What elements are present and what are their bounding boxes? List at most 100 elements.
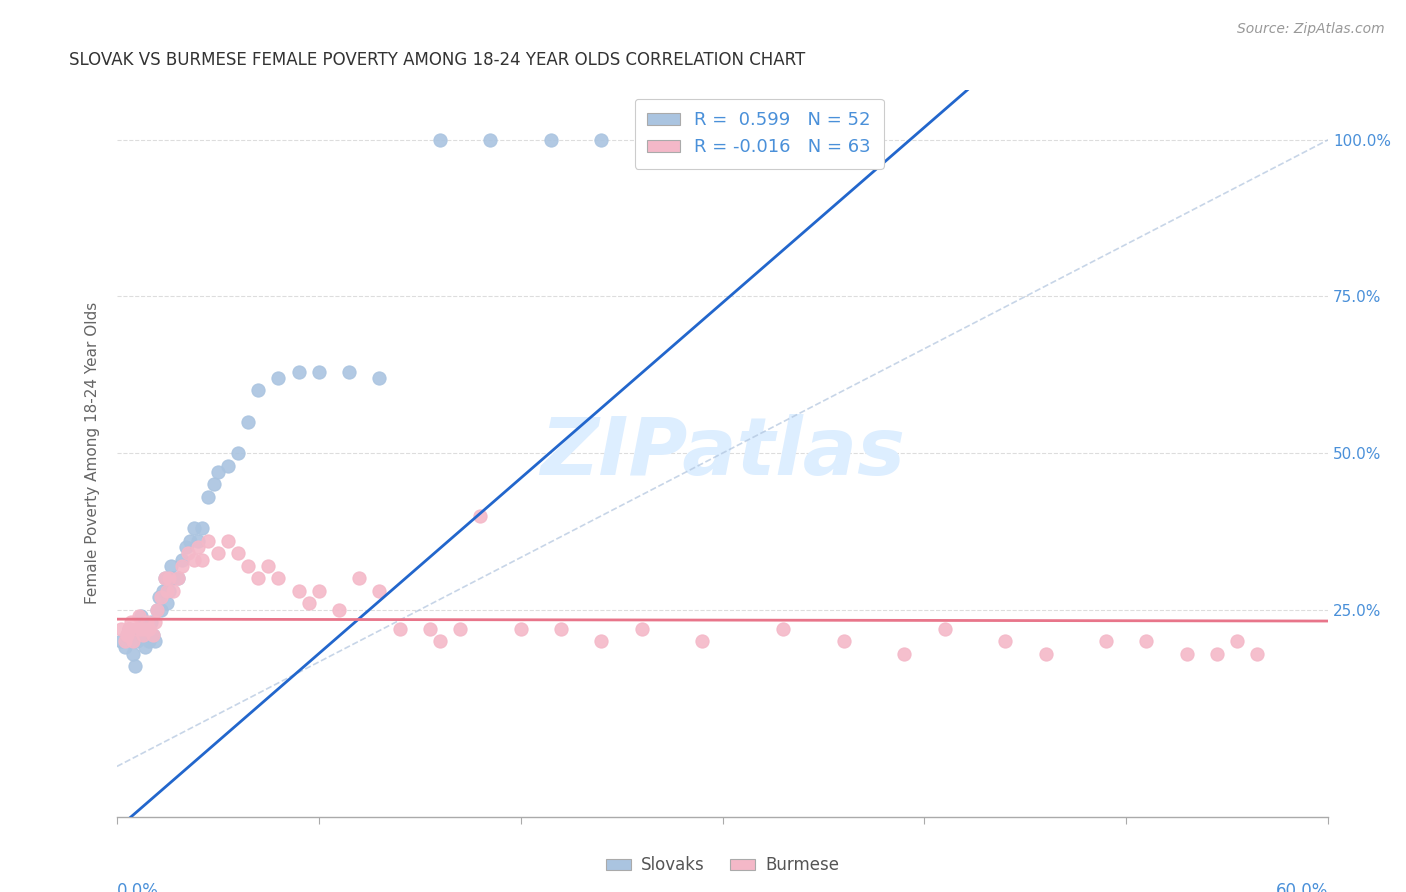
- Point: [226, 446, 249, 460]
- Point: [1175, 647, 1198, 661]
- Point: [540, 133, 562, 147]
- Text: 60.0%: 60.0%: [1275, 882, 1329, 892]
- Point: [197, 533, 219, 548]
- Point: [132, 628, 155, 642]
- Point: [159, 584, 181, 599]
- Point: [162, 571, 184, 585]
- Point: [127, 622, 149, 636]
- Point: [187, 540, 209, 554]
- Point: [470, 508, 492, 523]
- Point: [247, 571, 270, 585]
- Point: [183, 552, 205, 566]
- Point: [114, 634, 136, 648]
- Point: [120, 634, 142, 648]
- Point: [166, 571, 188, 585]
- Point: [143, 615, 166, 630]
- Point: [197, 490, 219, 504]
- Point: [128, 609, 150, 624]
- Point: [134, 640, 156, 655]
- Point: [591, 634, 613, 648]
- Point: [190, 521, 212, 535]
- Point: [217, 458, 239, 473]
- Point: [156, 597, 179, 611]
- Point: [287, 584, 309, 599]
- Point: [110, 622, 132, 636]
- Point: [141, 615, 163, 630]
- Point: [120, 615, 142, 630]
- Point: [238, 558, 260, 573]
- Point: [550, 622, 572, 636]
- Point: [1135, 634, 1157, 648]
- Point: [129, 622, 152, 636]
- Text: Source: ZipAtlas.com: Source: ZipAtlas.com: [1237, 22, 1385, 37]
- Y-axis label: Female Poverty Among 18-24 Year Olds: Female Poverty Among 18-24 Year Olds: [86, 302, 100, 604]
- Point: [238, 415, 260, 429]
- Point: [641, 133, 664, 147]
- Point: [429, 133, 451, 147]
- Point: [1035, 647, 1057, 661]
- Point: [143, 634, 166, 648]
- Point: [174, 540, 197, 554]
- Point: [170, 552, 193, 566]
- Point: [328, 603, 350, 617]
- Point: [156, 584, 179, 599]
- Point: [142, 628, 165, 642]
- Point: [934, 622, 956, 636]
- Point: [148, 591, 170, 605]
- Point: [429, 634, 451, 648]
- Point: [267, 371, 290, 385]
- Point: [337, 365, 360, 379]
- Point: [179, 533, 201, 548]
- Point: [187, 533, 209, 548]
- Point: [893, 647, 915, 661]
- Point: [207, 546, 229, 560]
- Point: [150, 591, 173, 605]
- Point: [190, 552, 212, 566]
- Point: [368, 371, 391, 385]
- Point: [150, 603, 173, 617]
- Point: [1246, 647, 1268, 661]
- Point: [115, 628, 138, 642]
- Point: [267, 571, 290, 585]
- Point: [207, 465, 229, 479]
- Point: [170, 558, 193, 573]
- Point: [591, 133, 613, 147]
- Point: [419, 622, 441, 636]
- Point: [128, 622, 150, 636]
- Point: [479, 133, 502, 147]
- Point: [347, 571, 370, 585]
- Point: [118, 622, 141, 636]
- Point: [127, 634, 149, 648]
- Point: [368, 584, 391, 599]
- Text: 0.0%: 0.0%: [117, 882, 159, 892]
- Point: [122, 634, 145, 648]
- Point: [110, 634, 132, 648]
- Point: [136, 622, 159, 636]
- Point: [247, 384, 270, 398]
- Point: [183, 521, 205, 535]
- Point: [772, 622, 794, 636]
- Point: [134, 622, 156, 636]
- Point: [155, 571, 177, 585]
- Point: [115, 628, 138, 642]
- Point: [146, 603, 169, 617]
- Point: [160, 558, 183, 573]
- Point: [308, 365, 330, 379]
- Point: [142, 628, 165, 642]
- Point: [136, 615, 159, 630]
- Point: [152, 584, 174, 599]
- Point: [994, 634, 1017, 648]
- Point: [1095, 634, 1118, 648]
- Point: [146, 603, 169, 617]
- Point: [509, 622, 531, 636]
- Point: [298, 597, 321, 611]
- Point: [217, 533, 239, 548]
- Point: [257, 558, 280, 573]
- Point: [832, 133, 855, 147]
- Point: [287, 365, 309, 379]
- Text: ZIPatlas: ZIPatlas: [540, 414, 905, 492]
- Point: [176, 546, 198, 560]
- Point: [132, 628, 155, 642]
- Text: SLOVAK VS BURMESE FEMALE POVERTY AMONG 18-24 YEAR OLDS CORRELATION CHART: SLOVAK VS BURMESE FEMALE POVERTY AMONG 1…: [69, 51, 804, 69]
- Point: [159, 571, 181, 585]
